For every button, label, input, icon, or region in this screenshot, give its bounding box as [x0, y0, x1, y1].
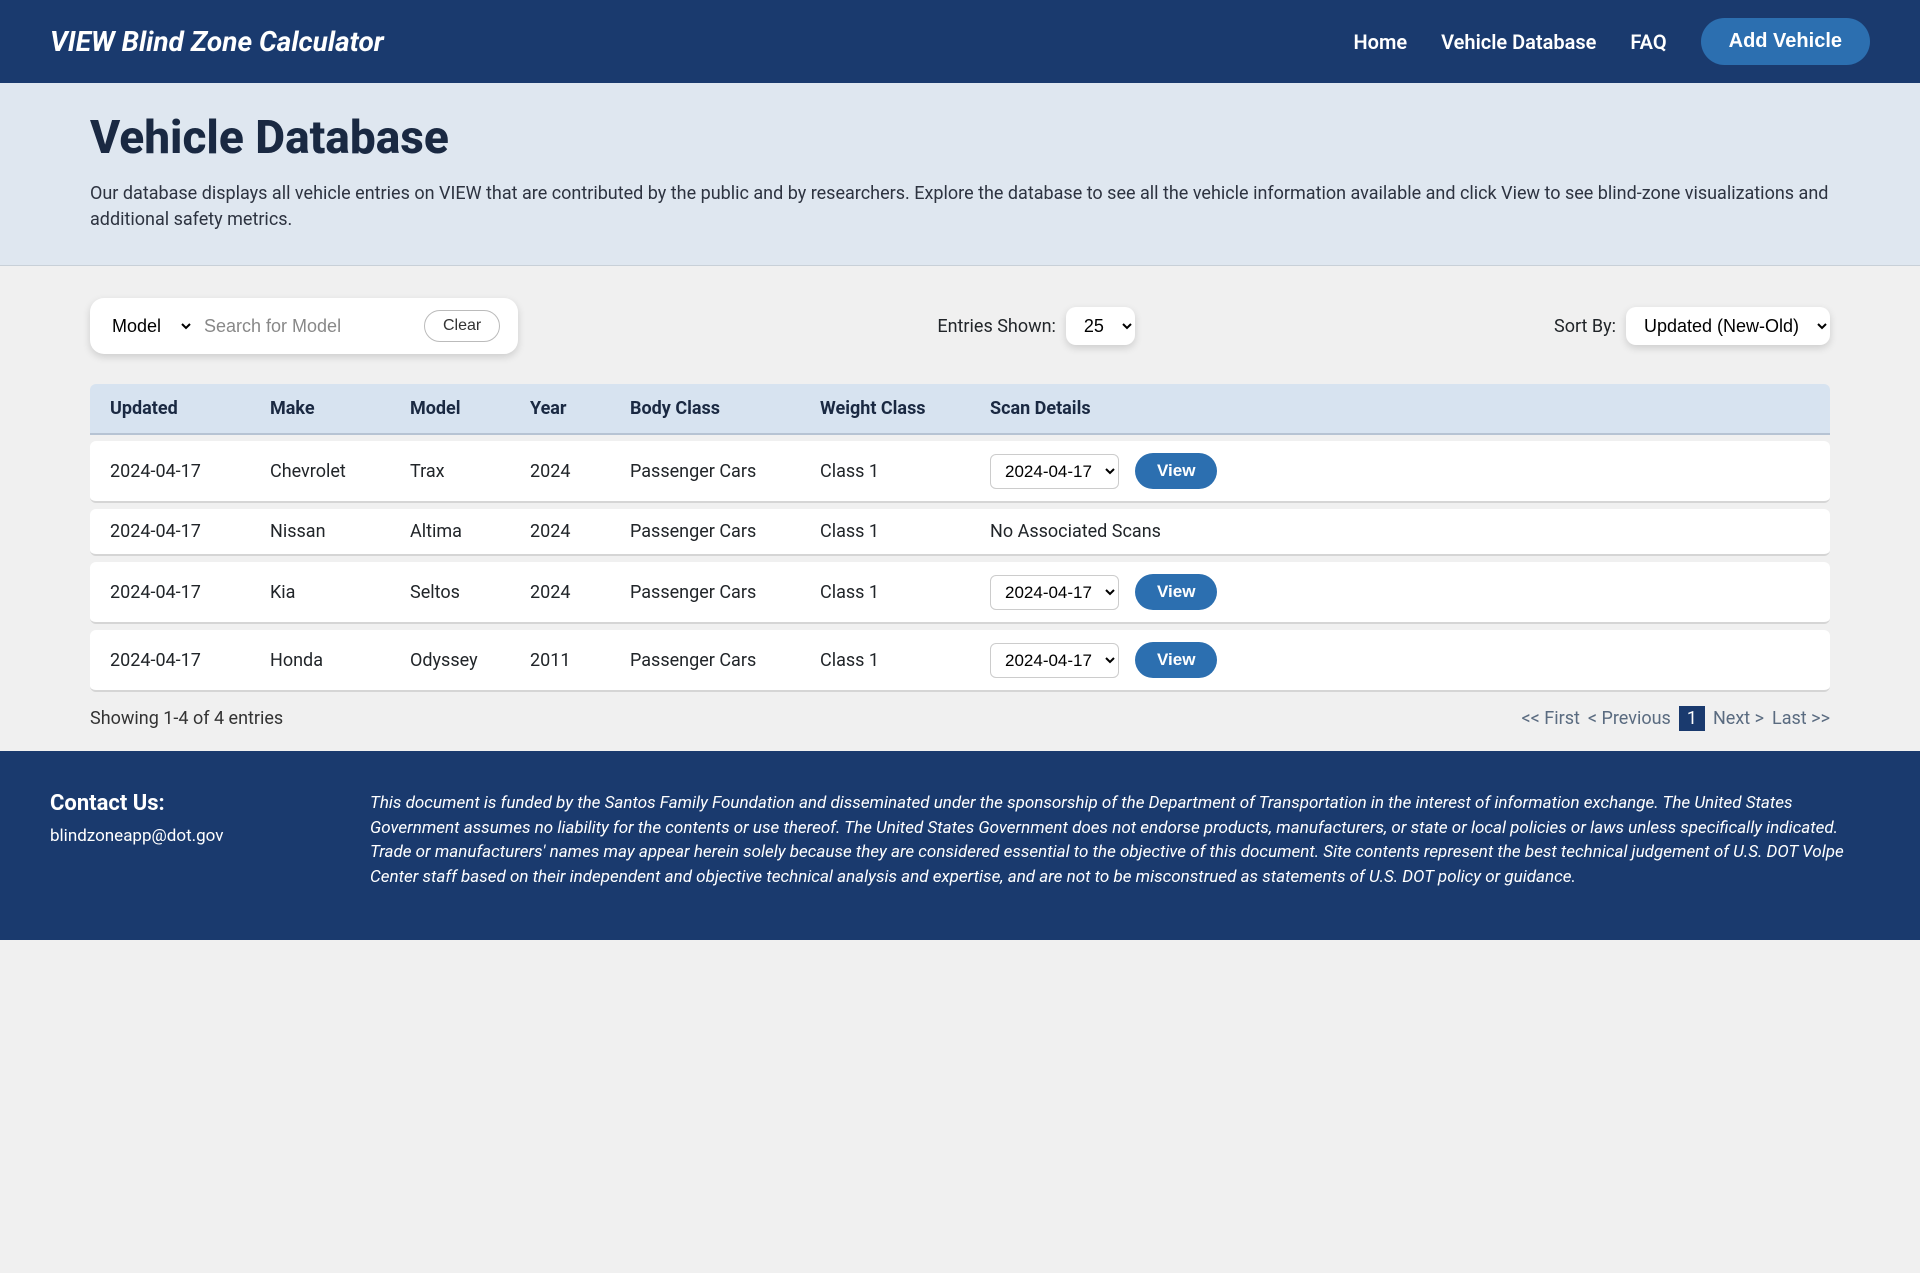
cell-weight-class: Class 1	[820, 650, 990, 671]
view-button[interactable]: View	[1135, 453, 1217, 489]
table-footer: Showing 1-4 of 4 entries << First < Prev…	[90, 706, 1830, 731]
controls-row: Model Clear Entries Shown: 25 Sort By: U…	[90, 298, 1830, 354]
contact-email[interactable]: blindzoneapp@dot.gov	[50, 826, 310, 846]
page-subtitle: Our database displays all vehicle entrie…	[90, 181, 1830, 233]
cell-updated: 2024-04-17	[110, 521, 270, 542]
table-row: 2024-04-17NissanAltima2024Passenger Cars…	[90, 509, 1830, 556]
scan-date-select[interactable]: 2024-04-17	[990, 454, 1119, 489]
col-updated: Updated	[110, 398, 270, 419]
page-last[interactable]: Last >>	[1772, 708, 1830, 729]
search-field-select[interactable]: Model	[108, 315, 194, 337]
page-prev[interactable]: < Previous	[1588, 708, 1671, 729]
col-scan-details: Scan Details	[990, 398, 1810, 419]
scan-date-select[interactable]: 2024-04-17	[990, 643, 1119, 678]
cell-year: 2024	[530, 461, 630, 482]
cell-scan-details: 2024-04-17 View	[990, 453, 1810, 489]
brand-title: VIEW Blind Zone Calculator	[50, 25, 384, 58]
view-button[interactable]: View	[1135, 642, 1217, 678]
sort-label: Sort By:	[1554, 316, 1616, 337]
table-row: 2024-04-17HondaOdyssey2011Passenger Cars…	[90, 630, 1830, 692]
cell-model: Trax	[410, 461, 530, 482]
cell-model: Odyssey	[410, 650, 530, 671]
sort-group: Sort By: Updated (New-Old)	[1554, 307, 1830, 345]
sort-select[interactable]: Updated (New-Old)	[1626, 307, 1830, 345]
cell-body-class: Passenger Cars	[630, 521, 820, 542]
nav-vehicle-database[interactable]: Vehicle Database	[1441, 30, 1596, 54]
cell-body-class: Passenger Cars	[630, 461, 820, 482]
table-header-row: Updated Make Model Year Body Class Weigh…	[90, 384, 1830, 435]
col-weight-class: Weight Class	[820, 398, 990, 419]
col-year: Year	[530, 398, 630, 419]
nav-faq[interactable]: FAQ	[1630, 30, 1666, 54]
cell-scan-details: No Associated Scans	[990, 521, 1810, 542]
main-header: VIEW Blind Zone Calculator Home Vehicle …	[0, 0, 1920, 83]
cell-model: Altima	[410, 521, 530, 542]
cell-weight-class: Class 1	[820, 521, 990, 542]
cell-body-class: Passenger Cars	[630, 582, 820, 603]
footer: Contact Us: blindzoneapp@dot.gov This do…	[0, 751, 1920, 940]
main-nav: Home Vehicle Database FAQ Add Vehicle	[1353, 18, 1870, 65]
cell-scan-details: 2024-04-17 View	[990, 574, 1810, 610]
cell-weight-class: Class 1	[820, 582, 990, 603]
disclaimer-text: This document is funded by the Santos Fa…	[370, 791, 1870, 890]
showing-text: Showing 1-4 of 4 entries	[90, 708, 283, 729]
cell-year: 2024	[530, 582, 630, 603]
col-model: Model	[410, 398, 530, 419]
page-first[interactable]: << First	[1522, 708, 1580, 729]
clear-button[interactable]: Clear	[424, 310, 500, 342]
col-body-class: Body Class	[630, 398, 820, 419]
cell-weight-class: Class 1	[820, 461, 990, 482]
cell-updated: 2024-04-17	[110, 650, 270, 671]
cell-make: Honda	[270, 650, 410, 671]
page-title: Vehicle Database	[90, 111, 1830, 165]
page-next[interactable]: Next >	[1713, 708, 1764, 729]
entries-label: Entries Shown:	[937, 316, 1056, 337]
table-row: 2024-04-17KiaSeltos2024Passenger CarsCla…	[90, 562, 1830, 624]
scan-date-select[interactable]: 2024-04-17	[990, 575, 1119, 610]
contact-title: Contact Us:	[50, 791, 310, 816]
entries-select[interactable]: 25	[1066, 307, 1135, 345]
col-make: Make	[270, 398, 410, 419]
page-current[interactable]: 1	[1679, 706, 1705, 731]
nav-home[interactable]: Home	[1353, 30, 1407, 54]
add-vehicle-button[interactable]: Add Vehicle	[1701, 18, 1870, 65]
cell-body-class: Passenger Cars	[630, 650, 820, 671]
content-area: Model Clear Entries Shown: 25 Sort By: U…	[0, 266, 1920, 751]
cell-year: 2011	[530, 650, 630, 671]
cell-scan-details: 2024-04-17 View	[990, 642, 1810, 678]
no-scans-text: No Associated Scans	[990, 521, 1161, 542]
cell-model: Seltos	[410, 582, 530, 603]
cell-make: Chevrolet	[270, 461, 410, 482]
pagination: << First < Previous 1 Next > Last >>	[1522, 706, 1830, 731]
view-button[interactable]: View	[1135, 574, 1217, 610]
cell-updated: 2024-04-17	[110, 582, 270, 603]
table-row: 2024-04-17ChevroletTrax2024Passenger Car…	[90, 441, 1830, 503]
title-section: Vehicle Database Our database displays a…	[0, 83, 1920, 266]
cell-make: Nissan	[270, 521, 410, 542]
search-group: Model Clear	[90, 298, 518, 354]
cell-year: 2024	[530, 521, 630, 542]
vehicle-table: Updated Make Model Year Body Class Weigh…	[90, 384, 1830, 692]
cell-make: Kia	[270, 582, 410, 603]
contact-block: Contact Us: blindzoneapp@dot.gov	[50, 791, 310, 890]
entries-shown-group: Entries Shown: 25	[937, 307, 1135, 345]
cell-updated: 2024-04-17	[110, 461, 270, 482]
search-input[interactable]	[194, 312, 424, 341]
